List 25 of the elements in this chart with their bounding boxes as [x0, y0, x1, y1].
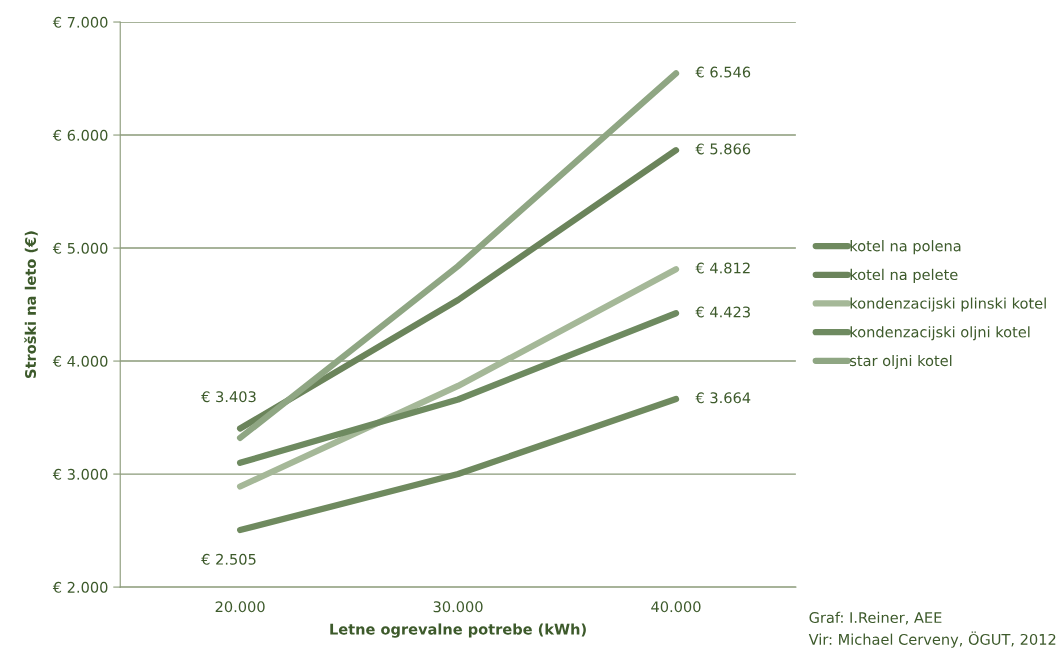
x-tick-label: 20.000: [215, 601, 265, 613]
data-label: € 4.812: [695, 262, 750, 274]
y-tick-label: € 6.000: [52, 129, 108, 141]
data-label: € 2.505: [201, 553, 256, 565]
x-tick-label: 40.000: [651, 601, 701, 613]
data-label: € 4.423: [695, 306, 750, 318]
y-tick-label: € 3.000: [52, 468, 108, 480]
x-tick-label: 30.000: [433, 601, 483, 613]
legend-label: kondenzacijski oljni kotel: [850, 326, 1030, 341]
data-label: € 3.403: [201, 391, 256, 403]
legend-label: kotel na pelete: [850, 268, 958, 283]
data-label: € 3.664: [695, 392, 751, 404]
data-label: € 6.546: [695, 66, 751, 78]
legend-label: kotel na polena: [850, 240, 961, 255]
data-label: € 5.866: [695, 143, 751, 155]
y-tick-label: € 4.000: [52, 355, 108, 367]
text: Vir: Michael Cerveny, ÖGUT, 2012: [808, 631, 1056, 648]
y-tick-label: € 2.000: [52, 581, 108, 593]
y-tick-label: € 7.000: [52, 16, 108, 28]
legend-label: kondenzacijski plinski kotel: [850, 297, 1046, 312]
y-axis-title: Stroški na leto (€): [24, 231, 38, 378]
y-tick-label: € 5.000: [52, 242, 108, 254]
text: Graf: I.Reiner, AEE: [809, 611, 942, 625]
legend-label: star oljni kotel: [850, 354, 952, 370]
x-axis-title: Letne ogrevalne potrebe (kWh): [330, 623, 586, 638]
